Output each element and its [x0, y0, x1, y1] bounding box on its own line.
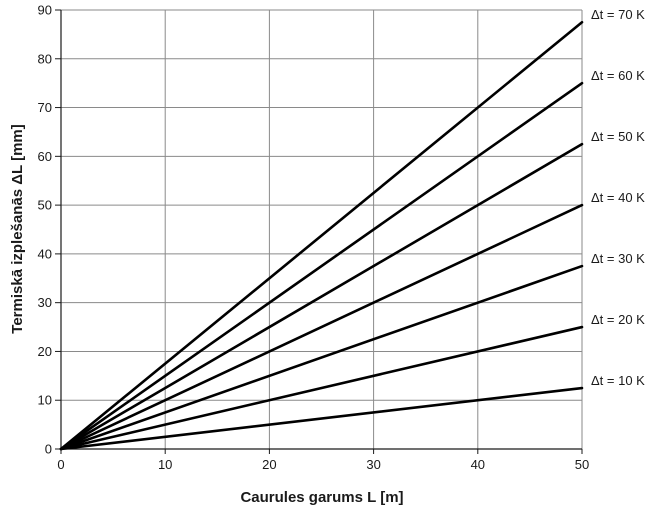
y-tick-label-80: 80 — [38, 51, 52, 66]
series-line-dt-70k — [61, 22, 582, 449]
series-label-dt-40k: Δt = 40 K — [591, 190, 645, 205]
series-line-dt-60k — [61, 83, 582, 449]
series-line-dt-10k — [61, 388, 582, 449]
y-tick-label-10: 10 — [38, 393, 52, 408]
y-tick-label-20: 20 — [38, 344, 52, 359]
series-lines — [61, 22, 582, 449]
grid — [61, 10, 582, 449]
series-label-dt-10k: Δt = 10 K — [591, 373, 645, 388]
y-tick-label-50: 50 — [38, 198, 52, 213]
x-axis-title: Caurules garums L [m] — [240, 489, 403, 506]
x-tick-label-40: 40 — [471, 457, 485, 472]
y-tick-label-40: 40 — [38, 246, 52, 261]
series-label-dt-70k: Δt = 70 K — [591, 7, 645, 22]
series-labels: Δt = 70 K Δt = 60 K Δt = 50 K Δt = 40 K Δt =… — [591, 7, 645, 388]
x-tick-label-10: 10 — [158, 457, 172, 472]
x-tick-label-30: 30 — [366, 457, 380, 472]
y-tick-label-90: 90 — [38, 3, 52, 18]
y-tick-label-0: 0 — [45, 442, 52, 457]
x-tick-label-50: 50 — [575, 457, 589, 472]
series-line-dt-30k — [61, 266, 582, 449]
y-tick-label-70: 70 — [38, 100, 52, 115]
series-line-dt-50k — [61, 144, 582, 449]
series-label-dt-30k: Δt = 30 K — [591, 251, 645, 266]
series-label-dt-20k: Δt = 20 K — [591, 312, 645, 327]
series-line-dt-20k — [61, 327, 582, 449]
y-axis-title: Termiskā izplešanās ΔL [mm] — [9, 124, 26, 333]
series-label-dt-60k: Δt = 60 K — [591, 68, 645, 83]
series-line-dt-40k — [61, 205, 582, 449]
y-tick-label-30: 30 — [38, 295, 52, 310]
y-tick-label-60: 60 — [38, 149, 52, 164]
x-tick-label-20: 20 — [262, 457, 276, 472]
x-tick-label-0: 0 — [57, 457, 64, 472]
series-label-dt-50k: Δt = 50 K — [591, 129, 645, 144]
